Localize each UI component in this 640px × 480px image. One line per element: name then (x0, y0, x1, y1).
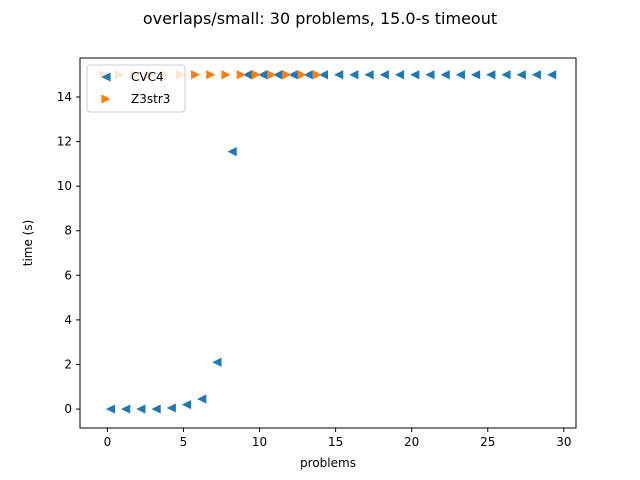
cvc4-point (349, 70, 359, 80)
cvc4-point (501, 70, 511, 80)
cvc4-point (303, 70, 313, 80)
x-tick-label: 30 (556, 435, 571, 449)
y-tick-label: 10 (57, 179, 72, 193)
cvc4-point (334, 70, 344, 80)
cvc4-point (470, 70, 481, 80)
cvc4-point (531, 70, 542, 80)
z3str3-point (221, 70, 231, 80)
cvc4-point (242, 70, 252, 80)
legend-marker-z3str3 (101, 94, 111, 104)
z3str3-point (297, 70, 307, 80)
x-tick-label: 15 (328, 435, 343, 449)
x-tick-label: 5 (180, 435, 188, 449)
cvc4-point (318, 70, 329, 80)
cvc4-point (547, 70, 557, 80)
z3str3-point (267, 70, 277, 80)
cvc4-point (273, 70, 283, 80)
x-tick-label: 25 (480, 435, 495, 449)
z3str3-point (312, 70, 322, 80)
cvc4-point (425, 70, 435, 80)
legend-box (86, 64, 186, 113)
cvc4-point (440, 70, 450, 80)
cvc4-point (364, 70, 374, 80)
cvc4-point (121, 404, 131, 414)
y-tick-label: 6 (64, 268, 72, 282)
legend-label-z3str3: Z3str3 (131, 92, 170, 106)
plot-frame (79, 57, 577, 429)
cvc4-point (257, 70, 268, 80)
y-tick-label: 0 (64, 402, 72, 416)
cvc4-point (379, 70, 389, 80)
y-tick-label: 4 (64, 313, 72, 327)
cvc4-point (227, 147, 237, 157)
y-axis-ticks: 0 2 4 6 8 10 12 14 (57, 90, 80, 416)
cvc4-point (394, 70, 405, 80)
z3str3-point (191, 70, 201, 80)
chart-title: overlaps/small: 30 problems, 15.0-s time… (143, 9, 497, 28)
cvc4-point (410, 70, 420, 80)
y-tick-label: 14 (57, 90, 72, 104)
legend: CVC4 Z3str3 (86, 64, 186, 113)
legend-label-cvc4: CVC4 (131, 70, 164, 84)
x-axis-ticks: 0 5 10 15 20 25 30 (104, 428, 571, 449)
legend-entry-cvc4: CVC4 (101, 70, 164, 84)
x-tick-label: 0 (104, 435, 112, 449)
cvc4-point (105, 404, 116, 414)
cvc4-point (486, 70, 496, 80)
cvc4-point (151, 404, 161, 414)
z3str3-point (206, 70, 216, 80)
x-axis-label: problems (300, 456, 356, 470)
y-tick-label: 12 (57, 135, 72, 149)
x-tick-label: 20 (404, 435, 419, 449)
x-tick-label: 10 (252, 435, 267, 449)
cvc4-point (455, 70, 465, 80)
cvc4-point (166, 403, 176, 413)
legend-entry-z3str3: Z3str3 (101, 92, 170, 106)
cvc4-point (516, 70, 526, 80)
y-axis-label: time (s) (21, 220, 35, 267)
cvc4-point (288, 70, 298, 80)
cvc4-point (136, 404, 146, 414)
z3str3-point (251, 70, 262, 80)
y-tick-label: 8 (64, 224, 72, 238)
z3str3-point (236, 70, 246, 80)
z3str3-point (282, 70, 292, 80)
y-tick-label: 2 (64, 357, 72, 371)
legend-marker-cvc4 (101, 72, 111, 82)
cvc4-point (181, 399, 192, 410)
cvc4-point (197, 394, 207, 404)
cvc4-point (212, 357, 222, 367)
